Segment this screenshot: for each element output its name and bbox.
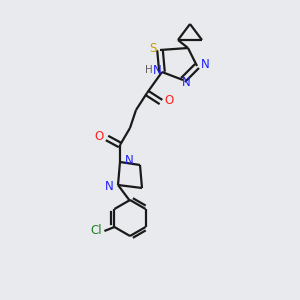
Text: H: H	[145, 65, 153, 75]
Text: O: O	[164, 94, 174, 107]
Text: S: S	[149, 41, 157, 55]
Text: N: N	[182, 76, 190, 88]
Text: O: O	[94, 130, 103, 142]
Text: N: N	[153, 64, 161, 76]
Text: N: N	[124, 154, 134, 167]
Text: N: N	[201, 58, 209, 71]
Text: Cl: Cl	[91, 224, 102, 238]
Text: N: N	[105, 179, 113, 193]
